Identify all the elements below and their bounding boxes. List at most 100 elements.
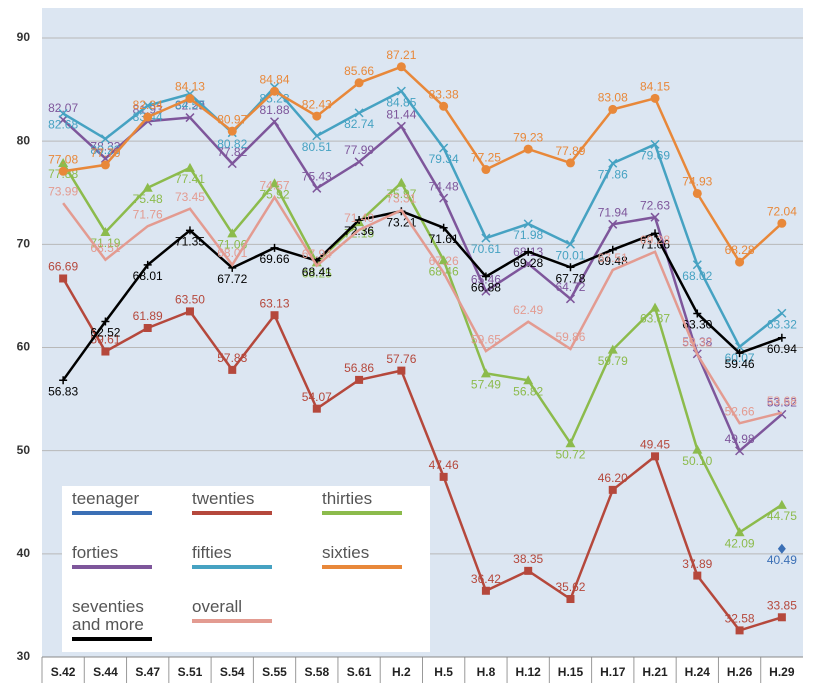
marker — [439, 101, 449, 111]
data-label: 59.79 — [598, 354, 628, 368]
data-label: 67.51 — [598, 251, 628, 265]
marker — [523, 259, 533, 269]
marker — [777, 543, 786, 554]
legend-item: overall — [182, 598, 312, 652]
data-label: 69.28 — [640, 233, 670, 247]
data-label: 53.68 — [767, 394, 797, 408]
data-label: 71.94 — [598, 205, 628, 219]
marker — [735, 446, 745, 456]
legend-label: thirties — [322, 489, 373, 508]
marker — [777, 218, 787, 228]
marker — [777, 308, 787, 318]
marker — [692, 188, 702, 198]
legend: teenager twenties thirties forties fifties si… — [62, 486, 430, 652]
marker — [101, 317, 110, 326]
marker — [481, 272, 490, 281]
x-tick-label: S.54 — [220, 665, 245, 679]
data-label: 72.63 — [640, 198, 670, 212]
data-label: 83.38 — [429, 87, 459, 101]
data-label: 66.69 — [48, 260, 78, 274]
marker — [143, 101, 153, 111]
data-label: 68.01 — [217, 246, 247, 260]
x-tick-label: H.29 — [769, 665, 795, 679]
x-tick-label: H.5 — [434, 665, 453, 679]
x-tick-label: S.44 — [93, 665, 118, 679]
data-label: 77.89 — [555, 144, 585, 158]
marker — [439, 472, 448, 481]
data-label: 67.72 — [217, 272, 247, 286]
data-label: 75.43 — [302, 169, 332, 183]
x-tick-label: S.42 — [51, 665, 76, 679]
data-label: 71.98 — [513, 228, 543, 242]
data-label: 74.93 — [682, 175, 712, 189]
data-label: 71.76 — [133, 207, 163, 221]
marker — [735, 257, 745, 267]
data-label: 74.48 — [429, 179, 459, 193]
data-label: 79.69 — [640, 149, 670, 163]
data-label: 77.82 — [217, 145, 247, 159]
marker — [651, 452, 660, 461]
marker — [143, 112, 153, 122]
marker — [269, 178, 280, 188]
marker — [439, 223, 448, 232]
marker — [777, 333, 786, 342]
legend-swatch — [192, 565, 272, 569]
x-tick-label: H.17 — [600, 665, 626, 679]
data-label: 52.66 — [725, 404, 755, 418]
marker — [608, 485, 617, 494]
data-label: 54.07 — [302, 390, 332, 404]
legend-label: forties — [72, 543, 119, 562]
marker — [100, 160, 110, 170]
data-label: 77.99 — [344, 143, 374, 157]
marker — [438, 255, 449, 265]
marker — [184, 162, 195, 172]
data-label: 80.23 — [90, 143, 120, 157]
marker — [524, 566, 533, 575]
data-label: 32.58 — [725, 612, 755, 626]
marker — [100, 134, 110, 144]
x-tick-label: S.51 — [178, 665, 203, 679]
data-label: 68.28 — [725, 243, 755, 257]
data-label: 77.86 — [598, 167, 628, 181]
legend-swatch — [192, 619, 272, 623]
legend-swatch — [322, 565, 402, 569]
marker — [227, 126, 237, 136]
marker — [565, 438, 576, 448]
data-label: 38.35 — [513, 552, 543, 566]
data-label: 68.51 — [90, 241, 120, 255]
data-label: 49.98 — [725, 432, 755, 446]
marker — [270, 243, 279, 252]
marker — [312, 404, 321, 413]
data-label: 77.41 — [175, 172, 205, 186]
x-tick-label: H.24 — [685, 665, 711, 679]
series-line — [62, 194, 783, 425]
marker — [269, 117, 280, 127]
data-label: 63.13 — [260, 296, 290, 310]
data-label: 60.94 — [767, 342, 797, 356]
marker — [59, 376, 68, 385]
y-tick-label: 40 — [17, 546, 31, 560]
marker — [396, 86, 406, 96]
legend-item: seventies and more — [62, 598, 182, 652]
data-label: 33.85 — [767, 598, 797, 612]
data-label: 72.04 — [767, 204, 797, 218]
marker — [481, 286, 491, 296]
data-label: 62.49 — [513, 303, 543, 317]
marker — [776, 499, 787, 509]
data-label: 59.32 — [682, 336, 712, 350]
marker — [100, 227, 111, 237]
data-label: 49.45 — [640, 438, 670, 452]
data-label: 68.01 — [133, 269, 163, 283]
data-label: 68.41 — [302, 265, 332, 279]
marker — [185, 307, 194, 316]
marker — [396, 177, 407, 187]
x-tick-label: H.21 — [642, 665, 668, 679]
data-label: 59.86 — [555, 330, 585, 344]
data-label: 36.42 — [471, 572, 501, 586]
data-label: 71.19 — [90, 236, 120, 250]
data-label: 70.61 — [471, 242, 501, 256]
marker — [650, 302, 661, 312]
data-label: 63.32 — [767, 317, 797, 331]
data-label: 84.15 — [640, 80, 670, 94]
